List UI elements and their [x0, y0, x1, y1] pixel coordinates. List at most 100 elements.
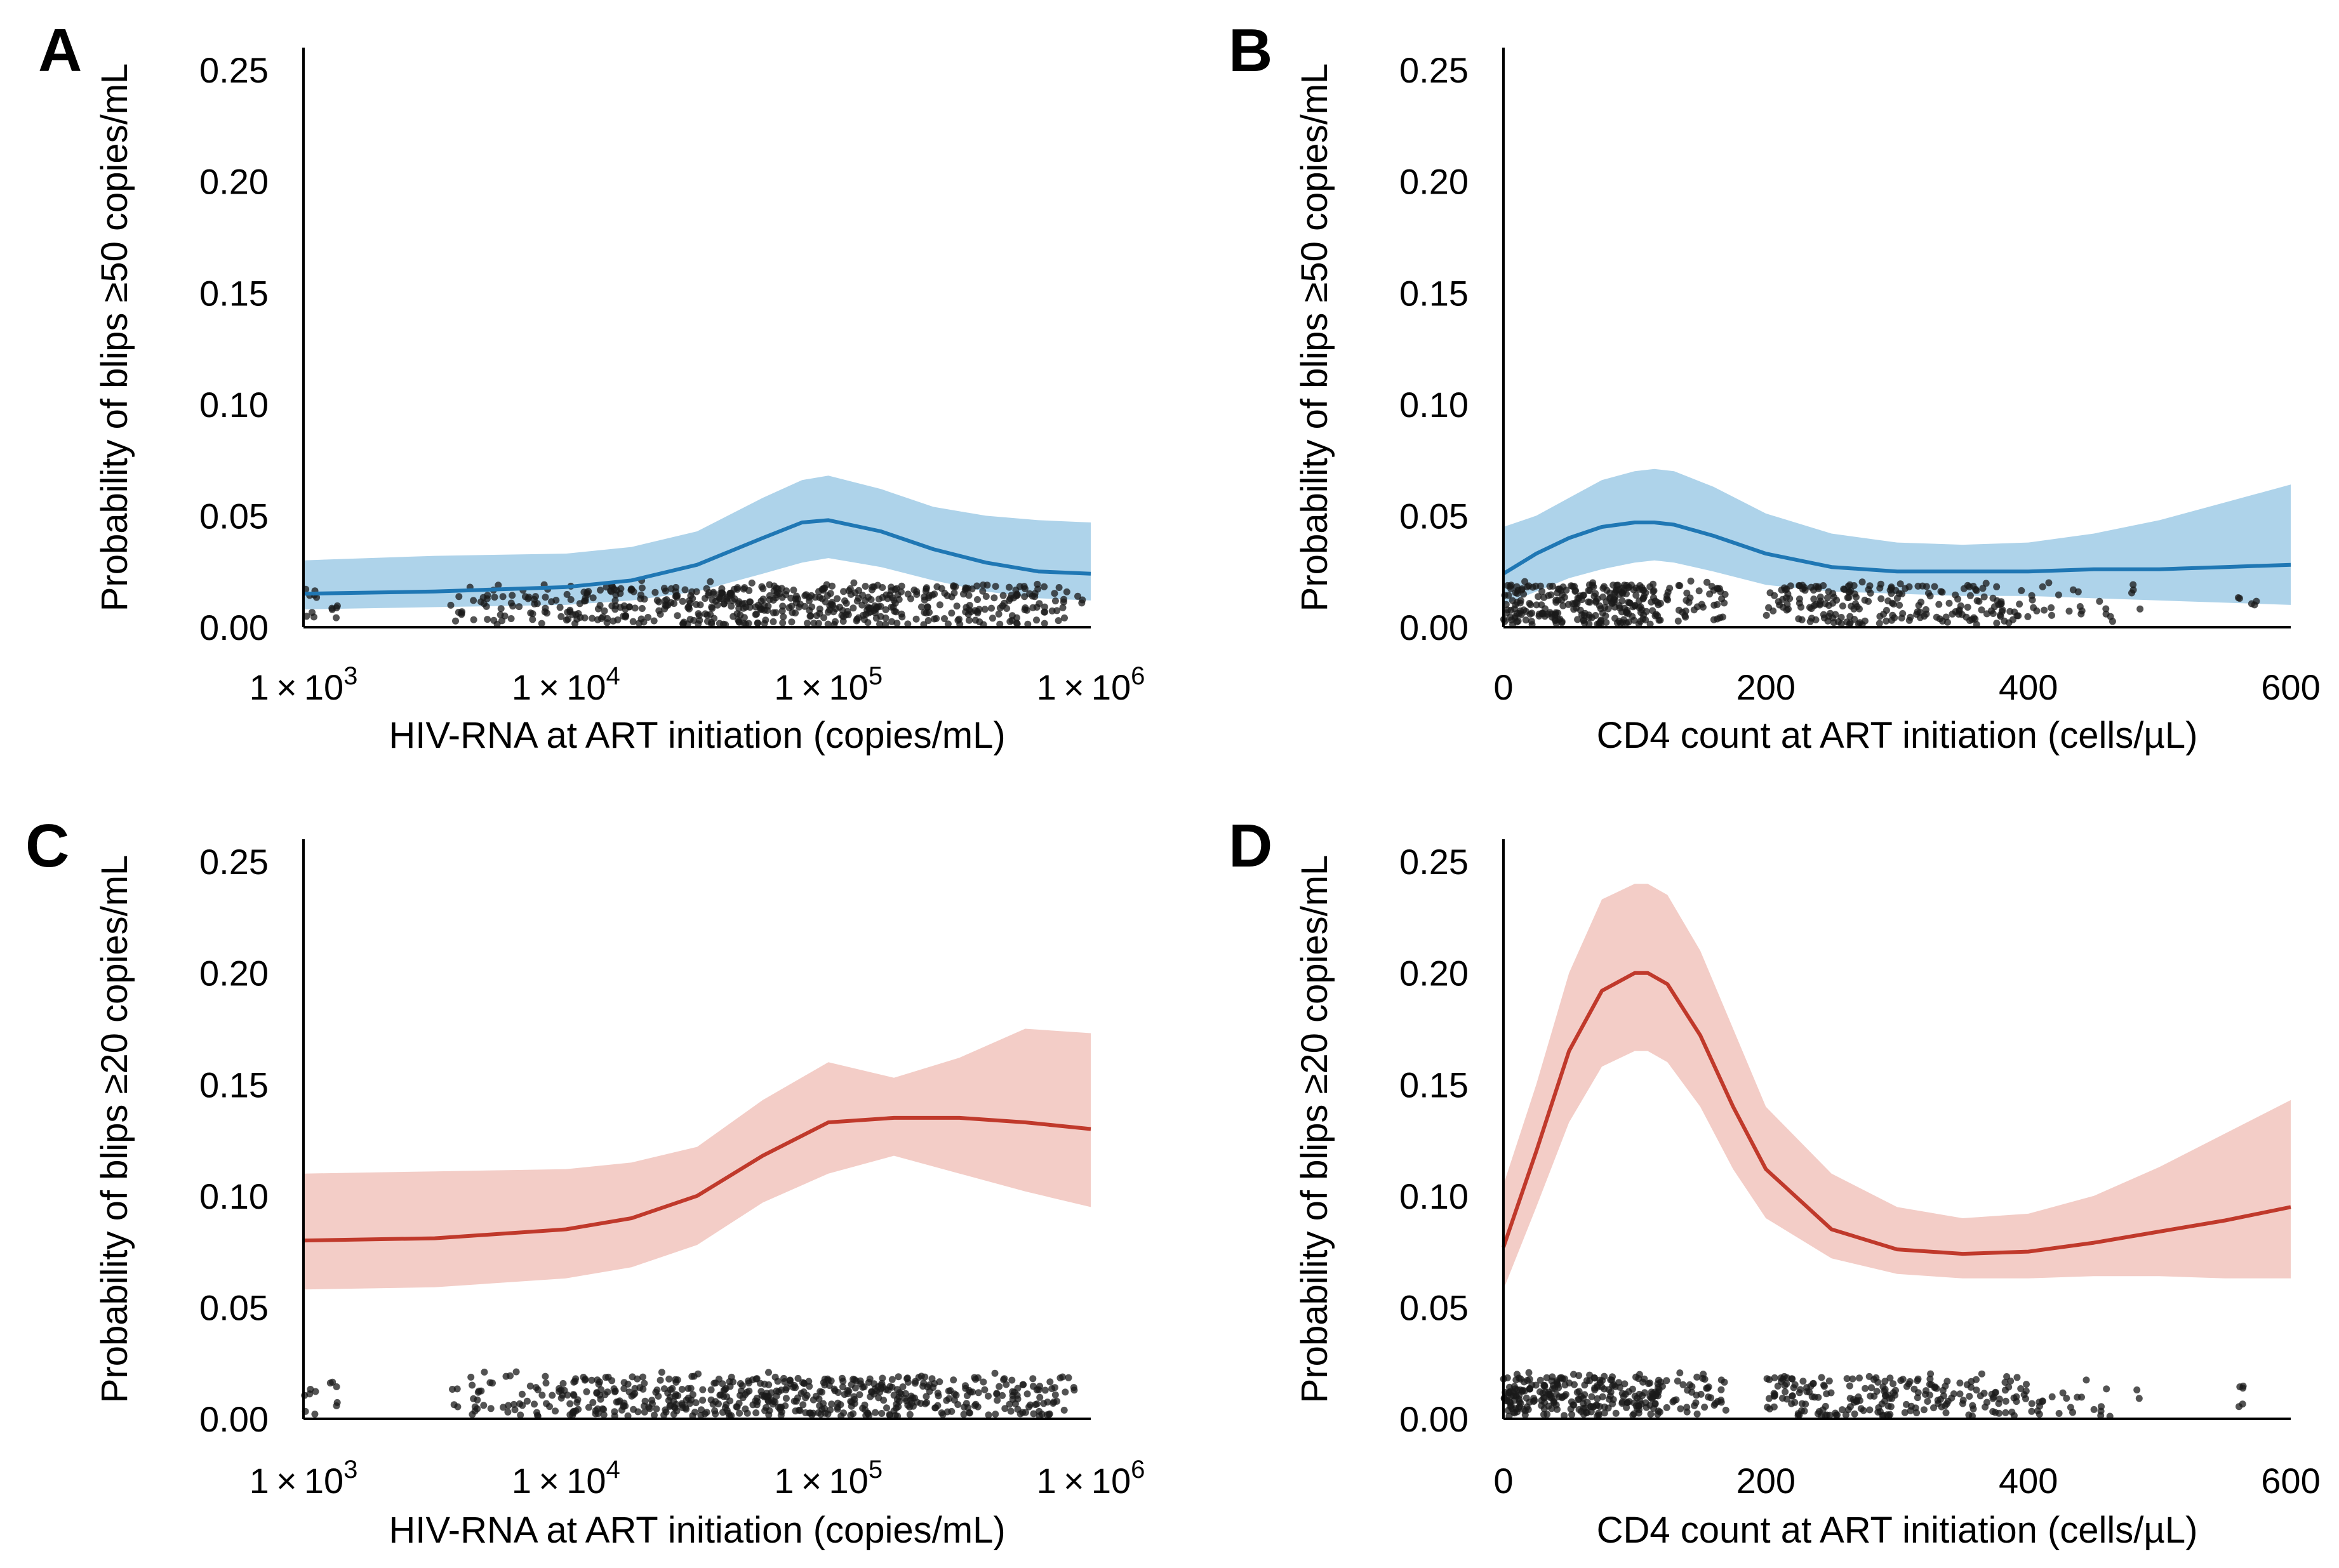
y-tick-label: 0.25: [199, 50, 269, 90]
data-point: [1559, 602, 1567, 609]
data-point: [504, 1408, 512, 1416]
data-point: [1717, 1399, 1725, 1406]
data-point: [1626, 599, 1634, 607]
data-point: [1580, 592, 1587, 599]
data-point: [1843, 618, 1851, 626]
data-point: [1056, 1374, 1064, 1382]
data-point: [1979, 585, 1987, 592]
data-point: [1935, 1400, 1942, 1407]
x-tick-base: 1 × 10: [774, 1461, 869, 1501]
data-point: [1053, 1397, 1061, 1405]
data-point: [1883, 617, 1890, 625]
data-point: [1886, 1374, 1894, 1382]
data-point: [1770, 1403, 1778, 1411]
data-point: [1982, 580, 1990, 587]
data-point: [903, 1374, 911, 1382]
data-point: [1809, 1379, 1817, 1387]
data-point: [1914, 1377, 1921, 1385]
data-point: [1601, 1409, 1608, 1417]
x-tick-exponent: 4: [606, 662, 620, 690]
data-point: [1973, 597, 1981, 604]
data-point: [712, 1379, 719, 1386]
data-point: [1664, 588, 1672, 596]
data-point: [1540, 1394, 1548, 1402]
data-point: [1550, 1399, 1558, 1407]
x-tick-label: 1 × 106: [1037, 662, 1145, 707]
data-point: [1845, 594, 1853, 601]
data-point: [972, 1400, 980, 1408]
x-tick-base: 1 × 10: [1037, 1461, 1131, 1501]
data-point: [1880, 611, 1888, 618]
data-point: [844, 1390, 851, 1397]
data-point: [1001, 1405, 1009, 1412]
data-point: [534, 1412, 542, 1419]
data-point: [1027, 1401, 1034, 1409]
data-point: [311, 1411, 319, 1418]
data-point: [1764, 1404, 1771, 1411]
data-point: [924, 617, 932, 624]
data-point: [1945, 599, 1953, 607]
data-point: [904, 590, 912, 598]
data-point: [960, 590, 967, 598]
data-point: [1543, 1374, 1550, 1381]
data-point: [2001, 1379, 2009, 1386]
data-point: [490, 616, 498, 624]
data-point: [2020, 1391, 2028, 1399]
data-point: [1609, 581, 1617, 589]
data-point: [829, 582, 836, 590]
data-point: [556, 1388, 563, 1395]
data-point: [895, 1397, 903, 1405]
data-point: [1890, 601, 1897, 608]
data-point: [552, 1407, 559, 1415]
data-point: [1517, 1386, 1524, 1393]
fitted-curve: [1502, 971, 2291, 1256]
data-point: [1862, 1385, 1869, 1392]
data-point: [1543, 1411, 1551, 1418]
data-point: [1548, 1405, 1556, 1412]
data-point: [1008, 592, 1015, 599]
data-point: [1551, 1385, 1559, 1392]
data-point: [888, 618, 895, 625]
data-point: [1997, 601, 2004, 608]
data-point: [924, 603, 931, 611]
data-point: [1570, 1401, 1578, 1409]
y-tick-label: 0.05: [1399, 1287, 1469, 1327]
data-point: [695, 1370, 702, 1378]
data-point: [1676, 582, 1684, 590]
data-point: [1650, 1405, 1657, 1412]
data-point: [1873, 1388, 1881, 1395]
data-point: [770, 582, 778, 590]
data-point: [1944, 1397, 1952, 1405]
data-point: [688, 588, 696, 595]
data-point: [2234, 594, 2242, 601]
x-axis-label: CD4 count at ART initiation (cells/µL): [1597, 1510, 2198, 1551]
data-point: [1060, 595, 1067, 603]
data-point: [1881, 1378, 1889, 1385]
data-point: [707, 1386, 715, 1393]
data-point: [1988, 607, 1995, 615]
data-point: [1618, 1390, 1626, 1397]
data-point: [641, 1408, 648, 1416]
data-point: [2097, 1407, 2105, 1415]
data-point: [1950, 1390, 1957, 1398]
data-point: [788, 618, 796, 626]
data-point: [1801, 587, 1809, 594]
data-point: [877, 1381, 885, 1389]
data-point: [1029, 604, 1037, 611]
data-point: [525, 594, 533, 601]
data-point: [542, 1372, 549, 1380]
data-point: [1618, 597, 1626, 604]
x-tick-label: 1 × 104: [512, 1456, 620, 1501]
data-point: [848, 1399, 855, 1406]
data-point: [1700, 1371, 1707, 1378]
data-point: [851, 1384, 859, 1392]
data-point: [950, 582, 957, 590]
data-point: [921, 609, 928, 616]
data-point: [686, 616, 694, 623]
data-point: [1020, 1381, 1027, 1388]
fitted-curve: [303, 518, 1091, 596]
data-point: [693, 601, 700, 608]
data-point: [2010, 1394, 2018, 1402]
data-point: [753, 1375, 761, 1383]
data-point: [2109, 618, 2116, 625]
